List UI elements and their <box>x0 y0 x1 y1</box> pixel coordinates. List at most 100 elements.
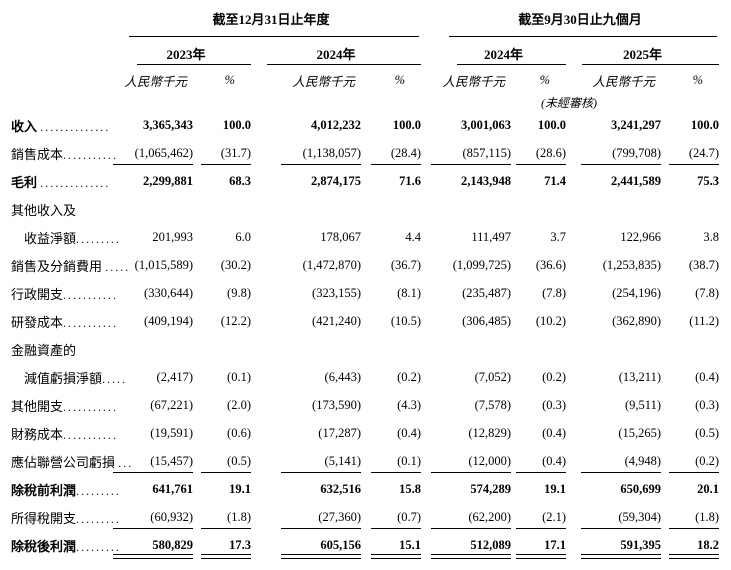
amount-cell: 512,089 <box>431 531 512 559</box>
financial-summary-table: 截至12月31日止年度 截至9月30日止九個月 2023年 2024年 2024… <box>11 6 720 559</box>
pct-cell: (10.5) <box>390 313 422 328</box>
leader-dots: ........... <box>63 427 119 442</box>
pct-cell: (0.4) <box>397 425 422 440</box>
table-row: 行政開支........... (330,644) (9.8) (323,155) (8… <box>11 279 719 307</box>
leader-dots: .............. <box>40 175 111 190</box>
pct-cell: (12.2) <box>220 313 251 328</box>
leader-dots: ......... <box>76 511 122 526</box>
pct-cell: (0.4) <box>542 425 567 440</box>
amount-cell: (235,487) <box>462 285 512 300</box>
period-header-interim: 截至9月30日止九個月 <box>441 6 719 39</box>
table-row: 所得稅開支......... (60,932) (1.8) (27,360) (0.7)… <box>11 503 720 531</box>
pct-cell: (9.8) <box>227 285 251 300</box>
amount-cell: (1,065,462) <box>113 139 193 167</box>
spacer-cell <box>121 93 421 111</box>
table-row: 財務成本........... (19,591) (0.6) (17,287) (0.4… <box>11 419 719 447</box>
amount-cell: (1,472,870) <box>302 257 361 272</box>
amount-cell: (15,457) <box>113 447 193 475</box>
pct-cell: 15.1 <box>361 531 422 559</box>
amount-cell: 3,241,297 <box>611 117 662 132</box>
row-label: 毛利 .............. <box>11 174 111 190</box>
unit-header-row: 人民幣千元 % 人民幣千元 % 人民幣千元 % 人民幣千元 % <box>11 67 719 93</box>
row-label: 減值虧損淨額..... <box>24 370 128 386</box>
row-label: 應佔聯營公司虧損 ... <box>11 454 134 470</box>
leader-dots: ..... <box>105 259 131 274</box>
spacer-cell <box>11 67 121 93</box>
pct-cell: 71.4 <box>544 173 567 188</box>
pct-cell: (30.2) <box>220 257 251 272</box>
pct-cell: (0.6) <box>227 425 251 440</box>
amount-cell: 2,143,948 <box>461 173 512 188</box>
table-row: 收入 .............. 3,365,343 100.0 4,012,232… <box>11 111 719 139</box>
amount-cell: 111,497 <box>471 229 512 244</box>
row-label: 除稅前利潤......... <box>11 482 122 498</box>
amount-cell: (2,417) <box>156 369 193 384</box>
spacer-cell <box>421 223 441 251</box>
amount-cell: (173,590) <box>312 397 361 412</box>
unit-label: 人民幣千元 <box>592 74 656 89</box>
prospectus-financial-page: 截至12月31日止年度 截至9月30日止九個月 2023年 2024年 2024… <box>0 6 731 559</box>
pct-cell: (8.1) <box>397 285 422 300</box>
unit-label: 人民幣千元 <box>442 74 506 89</box>
spacer-cell <box>421 167 441 195</box>
spacer-cell <box>421 39 441 67</box>
spacer-cell <box>421 447 441 475</box>
spacer-cell <box>11 6 121 39</box>
unit-label: 人民幣千元 <box>292 74 355 89</box>
amount-cell: (62,200) <box>431 503 512 531</box>
table-row: 研發成本........... (409,194) (12.2) (421,240) (… <box>11 307 719 335</box>
row-label: 收入 .............. <box>11 118 111 134</box>
period-header-row: 截至12月31日止年度 截至9月30日止九個月 <box>11 6 719 39</box>
amount-cell: 632,516 <box>320 481 361 496</box>
row-label: 行政開支........... <box>11 286 119 302</box>
leader-dots: .............. <box>40 119 111 134</box>
amount-cell: (1,138,057) <box>251 139 361 167</box>
pct-cell: (0.5) <box>193 447 251 475</box>
pct-cell: (36.6) <box>535 257 567 272</box>
pct-cell: (31.7) <box>193 139 251 167</box>
spacer-cell <box>421 111 441 139</box>
amount-cell: (59,304) <box>566 503 662 531</box>
pct-cell: (0.2) <box>661 447 720 475</box>
spacer-cell <box>421 307 441 335</box>
pct-cell: (24.7) <box>661 139 720 167</box>
leader-dots: ........... <box>63 399 119 414</box>
amount-cell: 641,761 <box>152 481 193 496</box>
pct-cell: (0.7) <box>361 503 422 531</box>
year-header-2024-annual: 2024年 <box>251 39 422 67</box>
unit-label: 人民幣千元 <box>124 74 187 89</box>
amount-cell: (799,708) <box>566 139 662 167</box>
amount-cell: 650,699 <box>620 481 662 496</box>
row-label: 除稅後利潤......... <box>11 538 122 554</box>
table-row: 銷售及分銷費用 ..... (1,015,589) (30.2) (1,472,870… <box>11 251 719 279</box>
amount-cell: 4,012,232 <box>311 117 361 132</box>
spacer-cell <box>11 93 121 111</box>
note-row: (未經審核) <box>11 93 719 111</box>
spacer-cell <box>421 391 441 419</box>
amount-cell: 2,441,589 <box>611 173 662 188</box>
row-label: 收益淨額......... <box>24 230 122 246</box>
spacer-cell <box>11 39 121 67</box>
leader-dots: ......... <box>76 231 122 246</box>
pct-cell: 17.1 <box>511 531 567 559</box>
row-label: 所得稅開支......... <box>11 510 122 526</box>
amount-cell: 178,067 <box>320 229 361 244</box>
pct-cell: 17.3 <box>193 531 251 559</box>
row-label: 研發成本........... <box>11 314 119 330</box>
pct-label: % <box>692 72 704 87</box>
leader-dots: ........... <box>63 147 119 162</box>
pct-cell: (0.5) <box>695 425 720 440</box>
pct-cell: (0.1) <box>361 447 422 475</box>
amount-cell: (12,000) <box>431 447 512 475</box>
pct-cell: 71.6 <box>399 173 422 188</box>
table-row: 除稅前利潤......... 641,761 19.1 632,516 15.8 574,… <box>11 475 719 503</box>
pct-cell: (0.2) <box>542 369 567 384</box>
table-row: 其他開支........... (67,221) (2.0) (173,590) (4.… <box>11 391 719 419</box>
spacer-cell <box>421 67 441 93</box>
leader-dots: ........... <box>63 315 119 330</box>
amount-cell: (27,360) <box>251 503 361 531</box>
year-header-2025: 2025年 <box>566 39 720 67</box>
pct-cell: (28.6) <box>511 139 567 167</box>
amount-cell: (5,141) <box>251 447 361 475</box>
pct-cell: (11.2) <box>689 313 720 328</box>
